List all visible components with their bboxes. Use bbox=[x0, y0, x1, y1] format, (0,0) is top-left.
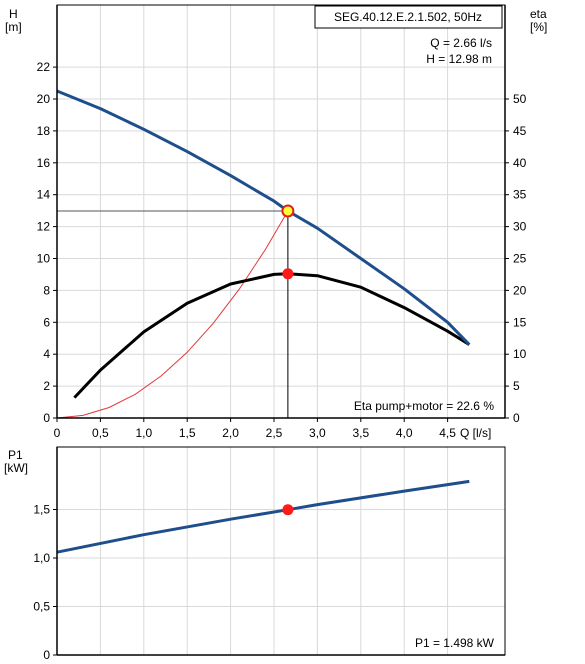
duty-points-layer bbox=[281, 204, 295, 516]
left-y-tick-label: 12 bbox=[37, 220, 51, 234]
top-right-axis-symbol: eta bbox=[530, 7, 547, 21]
left-y-tick-label: 16 bbox=[37, 156, 51, 170]
top-right-axis-unit: [%] bbox=[530, 20, 547, 34]
bottom-axis-symbol: P1 bbox=[8, 448, 23, 462]
left-y-tick-label: 0 bbox=[43, 411, 50, 425]
head-duty-point-marker bbox=[281, 204, 295, 218]
head-curve-line bbox=[56, 89, 471, 346]
right-y-tick-label: 50 bbox=[513, 92, 527, 106]
x-tick-label: 0 bbox=[54, 426, 61, 440]
right-y-tick-label: 10 bbox=[513, 347, 527, 361]
power-duty-point-marker bbox=[282, 504, 294, 516]
curves-layer bbox=[56, 89, 471, 554]
x-tick-label: 2,5 bbox=[266, 426, 283, 440]
left-y-tick-label: 10 bbox=[37, 252, 51, 266]
efficiency-readout: Eta pump+motor = 22.6 % bbox=[354, 399, 494, 413]
title-box bbox=[314, 5, 503, 29]
right-y-tick-label: 5 bbox=[513, 379, 520, 393]
x-tick-label: 4,5 bbox=[439, 426, 456, 440]
x-tick-label: 0,5 bbox=[92, 426, 109, 440]
head-readout: H = 12.98 m bbox=[426, 52, 492, 66]
power-curve-line bbox=[56, 479, 470, 554]
right-y-tick-label: 35 bbox=[513, 188, 527, 202]
left-y-tick-label: 8 bbox=[43, 283, 50, 297]
x-tick-label: 4,0 bbox=[396, 426, 413, 440]
top-left-axis-symbol: H bbox=[9, 7, 18, 21]
efficiency-duty-point-marker bbox=[282, 268, 294, 280]
right-y-tick-label: 40 bbox=[513, 156, 527, 170]
bottom-y-tick-label: 0 bbox=[43, 648, 50, 662]
right-y-tick-label: 0 bbox=[513, 411, 520, 425]
bottom-axis-unit: [kW] bbox=[4, 461, 28, 475]
left-y-tick-label: 20 bbox=[37, 92, 51, 106]
left-y-tick-label: 6 bbox=[43, 315, 50, 329]
left-y-tick-label: 2 bbox=[43, 379, 50, 393]
x-axis-label: Q [l/s] bbox=[460, 426, 491, 440]
x-tick-label: 3,5 bbox=[352, 426, 369, 440]
x-tick-label: 2,0 bbox=[222, 426, 239, 440]
axes-layer bbox=[53, 4, 509, 656]
right-y-tick-label: 20 bbox=[513, 283, 527, 297]
top-left-axis-unit: [m] bbox=[5, 20, 22, 34]
left-y-tick-label: 22 bbox=[37, 60, 51, 74]
left-y-tick-label: 4 bbox=[43, 347, 50, 361]
labels-layer: H [m] eta [%] SEG.40.12.E.2.1.502, 50Hz … bbox=[4, 5, 547, 650]
system-curve-line bbox=[56, 210, 289, 419]
bottom-y-tick-label: 0,5 bbox=[33, 600, 50, 614]
right-y-tick-label: 15 bbox=[513, 315, 527, 329]
chart-title: SEG.40.12.E.2.1.502, 50Hz bbox=[334, 10, 482, 24]
power-readout: P1 = 1.498 kW bbox=[415, 636, 495, 650]
top-chart-grid bbox=[56, 5, 505, 419]
bottom-y-tick-label: 1,5 bbox=[33, 503, 50, 517]
right-y-tick-label: 25 bbox=[513, 252, 527, 266]
efficiency-curve-line bbox=[73, 272, 471, 399]
tick-labels-layer: 0 0,5 1,0 1,5 2,0 2,5 3,0 3,5 4,0 4,5 0 2 4 6 8 10 12 14 1… bbox=[33, 60, 526, 662]
x-tick-label: 3,0 bbox=[309, 426, 326, 440]
left-y-tick-label: 14 bbox=[37, 188, 51, 202]
flow-readout: Q = 2.66 l/s bbox=[430, 36, 492, 50]
right-y-tick-label: 30 bbox=[513, 220, 527, 234]
bottom-chart-grid bbox=[56, 447, 505, 656]
bottom-plot-frame bbox=[56, 446, 506, 656]
bottom-y-tick-label: 1,0 bbox=[33, 551, 50, 565]
left-y-tick-label: 18 bbox=[37, 124, 51, 138]
x-tick-label: 1,5 bbox=[179, 426, 196, 440]
right-y-tick-label: 45 bbox=[513, 124, 527, 138]
x-tick-label: 1,0 bbox=[135, 426, 152, 440]
